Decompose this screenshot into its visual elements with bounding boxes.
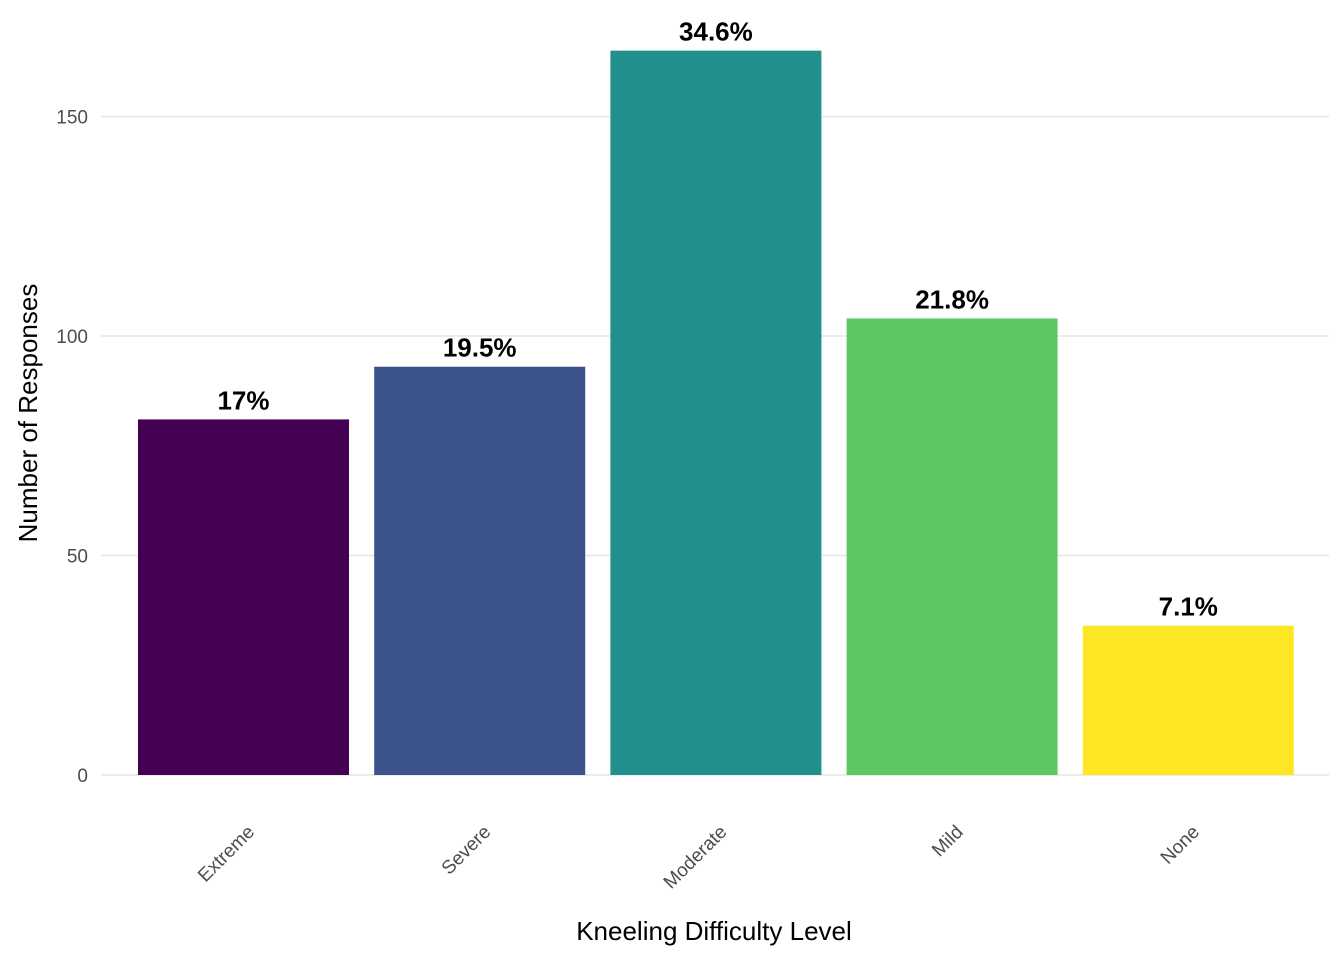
x-tick-label-extreme: Extreme <box>194 822 259 887</box>
bar-severe <box>374 366 586 775</box>
y-tick-label: 100 <box>56 327 88 348</box>
y-tick-label: 0 <box>77 766 88 787</box>
y-axis-title: Number of Responses <box>13 284 43 543</box>
bar-mild <box>846 318 1058 775</box>
bars <box>138 50 1294 775</box>
y-tick-label: 50 <box>67 547 88 568</box>
x-axis-title: Kneeling Difficulty Level <box>576 916 852 946</box>
data-label-extreme: 17% <box>217 385 269 415</box>
data-labels: 17% 19.5% 34.6% 21.8% 7.1% <box>217 17 1217 622</box>
data-label-severe: 19.5% <box>443 333 517 363</box>
data-label-moderate: 34.6% <box>679 17 753 47</box>
x-tick-label-severe: Severe <box>438 822 495 879</box>
x-tick-label-mild: Mild <box>928 822 967 861</box>
y-axis-ticks: 0 50 100 150 <box>56 108 88 788</box>
x-tick-label-moderate: Moderate <box>660 822 732 894</box>
bar-none <box>1082 625 1294 775</box>
bar-extreme <box>138 419 349 775</box>
x-tick-label-none: None <box>1157 822 1204 869</box>
data-label-mild: 21.8% <box>915 284 989 314</box>
x-axis-ticks: Extreme Severe Moderate Mild None <box>194 822 1204 894</box>
data-label-none: 7.1% <box>1159 592 1218 622</box>
bar-moderate <box>610 50 822 775</box>
y-tick-label: 150 <box>56 108 88 129</box>
